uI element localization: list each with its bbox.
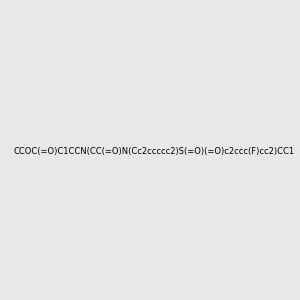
Text: CCOC(=O)C1CCN(CC(=O)N(Cc2ccccc2)S(=O)(=O)c2ccc(F)cc2)CC1: CCOC(=O)C1CCN(CC(=O)N(Cc2ccccc2)S(=O)(=O… (13, 147, 294, 156)
